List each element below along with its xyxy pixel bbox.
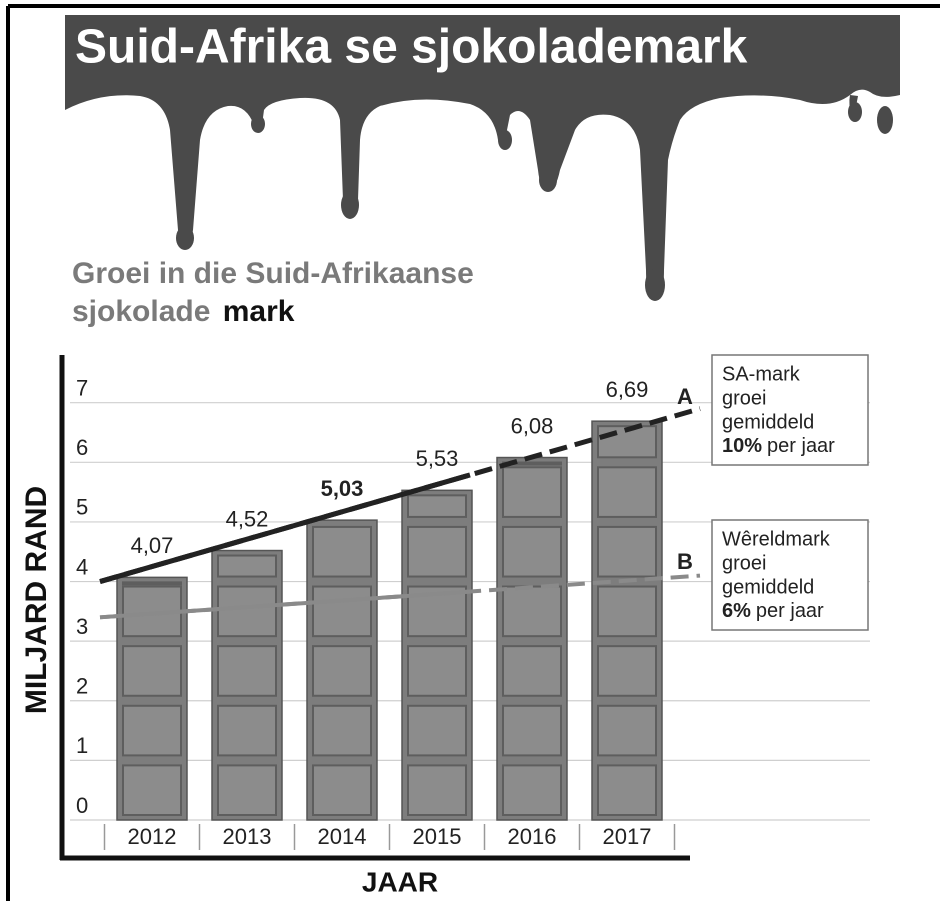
chart: Suid-Afrika se sjokolademark Groei in di… [0,0,948,901]
drip-drop [877,106,893,134]
x-axis-label: JAAR [362,866,438,897]
bar-segment [408,527,466,577]
note-text: 10%per jaar [722,435,835,457]
bar-segment [503,765,561,815]
note-text: groei [722,552,766,574]
note-rate-suffix: per jaar [767,435,835,457]
drip-drop [341,191,359,219]
drip-drop [539,168,557,192]
y-tick-label: 2 [76,674,88,699]
drip-drop [251,115,265,133]
y-tick-label: 4 [76,554,88,579]
bar-segment [218,765,276,815]
value-label: 6,69 [606,377,649,402]
x-tick-label: 2014 [318,824,367,849]
bar-segment [598,527,656,577]
bar-segment [408,495,466,517]
y-tick-label: 7 [76,376,88,401]
x-tick-label: 2016 [508,824,557,849]
y-tick-label: 0 [76,793,88,818]
bar-segment [313,527,371,577]
bar-segment [503,706,561,756]
note-rate-suffix: per jaar [756,600,824,622]
trend-label: B [677,549,693,574]
subtitle: Groei in die Suid-Afrikaanse [72,257,474,290]
bar-segment [123,582,181,584]
y-tick-label: 5 [76,495,88,520]
note-text: gemiddeld [722,576,814,598]
bar-segment [503,646,561,696]
value-label: 6,08 [511,413,554,438]
bar-segment [218,556,276,577]
note-text: 6%per jaar [722,600,824,622]
bar-segment [503,587,561,637]
note-text: Wêreldmark [722,528,831,550]
value-label: 4,07 [131,533,174,558]
chart-title: Suid-Afrika se sjokolademark [75,21,748,74]
note-text: groei [722,387,766,409]
drip-drop [645,269,665,301]
x-tick-label: 2017 [603,824,652,849]
bar-segment [408,706,466,756]
y-tick-label: 3 [76,614,88,639]
subtitle-part: mark [223,295,295,328]
drip-drop [176,226,194,250]
value-label: 5,53 [416,446,459,471]
bar-segment [313,765,371,815]
bar-segment [598,646,656,696]
value-label: 5,03 [321,476,364,501]
drip-drop [498,130,512,150]
note-rate: 10% [722,435,762,457]
x-tick-label: 2012 [128,824,177,849]
bar-segment [598,587,656,637]
bar-segment [313,706,371,756]
y-axis-label: MILJARD RAND [20,486,53,714]
trend-label: A [677,384,693,409]
value-label: 4,52 [226,506,269,531]
bar-segment [313,646,371,696]
x-tick-label: 2013 [223,824,272,849]
bar-segment [408,646,466,696]
bar-segment [313,587,371,637]
bar-segment [503,527,561,577]
drip-drop [848,102,862,122]
bar-segment [408,765,466,815]
bar-segment [123,646,181,696]
bar-segment [598,765,656,815]
bar-segment [503,467,561,517]
subtitle-part: sjokolade [72,295,210,328]
bar-segment [123,765,181,815]
note-text: SA-mark [722,363,801,385]
bar-segment [218,646,276,696]
bar-segment [123,706,181,756]
x-tick-label: 2015 [413,824,462,849]
note-rate: 6% [722,600,751,622]
y-tick-label: 6 [76,435,88,460]
bar-segment [598,706,656,756]
subtitle: sjokolade mark [72,295,295,328]
y-tick-label: 1 [76,733,88,758]
bar-segment [598,467,656,517]
bar-segment [218,706,276,756]
bar-segment [218,587,276,637]
note-text: gemiddeld [722,411,814,433]
